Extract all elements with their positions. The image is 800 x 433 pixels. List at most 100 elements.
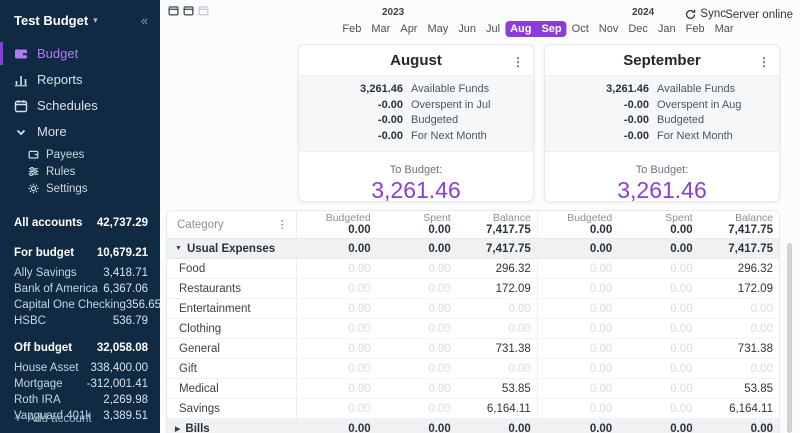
category-row[interactable]: Food 0.00 0.00 296.32 0.00 0.00 296.32 xyxy=(167,259,779,279)
balance-cell[interactable]: 0.00 xyxy=(508,322,531,335)
spent-cell[interactable]: 0.00 xyxy=(670,362,693,375)
budgeted-total[interactable]: 0.00 xyxy=(589,224,613,236)
month-option[interactable]: Mar xyxy=(714,23,734,35)
category-name[interactable]: General xyxy=(167,339,297,358)
collapse-group-icon[interactable]: ▼ xyxy=(175,245,182,252)
spent-cell[interactable]: 0.00 xyxy=(670,422,693,433)
month-option[interactable]: Oct xyxy=(571,23,589,35)
sidebar-item-schedules[interactable]: Schedules xyxy=(0,94,160,117)
month-option[interactable]: Jul xyxy=(486,23,501,35)
budgeted-cell[interactable]: 0.00 xyxy=(348,242,371,255)
account-row[interactable]: Roth IRA 2,269.98 xyxy=(14,394,148,406)
two-months-icon[interactable] xyxy=(183,5,194,16)
account-row[interactable]: House Asset 338,400.00 xyxy=(14,362,148,374)
category-row[interactable]: Clothing 0.00 0.00 0.00 0.00 0.00 0.00 xyxy=(167,319,779,339)
category-menu-icon[interactable]: ⋮ xyxy=(276,219,288,231)
balance-cell[interactable]: 0.00 xyxy=(750,302,773,315)
category-row[interactable]: Savings 0.00 0.00 6,164.11 0.00 0.00 6,1… xyxy=(167,399,779,419)
balance-cell[interactable]: 7,417.75 xyxy=(728,242,774,255)
category-group-row[interactable]: ▼ Usual Expenses 0.00 0.00 7,417.75 0.00 … xyxy=(167,239,779,259)
category-row[interactable]: Entertainment 0.00 0.00 0.00 0.00 0.00 0… xyxy=(167,299,779,319)
balance-cell[interactable]: 6,164.11 xyxy=(486,402,531,415)
account-row[interactable]: Capital One Checking 356.65 xyxy=(14,299,162,311)
to-budget-amount[interactable]: To Budget: 3,261.46 xyxy=(371,164,461,203)
for-budget-header[interactable]: For budget 10,679.21 xyxy=(14,247,148,259)
three-months-icon[interactable] xyxy=(198,5,209,16)
sidebar-item-rules[interactable]: Rules xyxy=(0,163,160,180)
category-name[interactable]: Restaurants xyxy=(167,279,297,298)
budgeted-cell[interactable]: 0.00 xyxy=(589,302,613,315)
budgeted-cell[interactable]: 0.00 xyxy=(589,322,613,335)
budget-file-name[interactable]: Test Budget xyxy=(14,13,89,28)
balance-total[interactable]: 7,417.75 xyxy=(728,224,774,236)
balance-cell[interactable]: 731.38 xyxy=(495,342,531,355)
vertical-scrollbar[interactable] xyxy=(787,243,792,433)
budgeted-cell[interactable]: 0.00 xyxy=(348,382,371,395)
balance-cell[interactable]: 0.00 xyxy=(750,422,774,433)
spent-cell[interactable]: 0.00 xyxy=(670,402,693,415)
account-row[interactable]: Mortgage -312,001.41 xyxy=(14,378,148,390)
spent-cell[interactable]: 0.00 xyxy=(670,342,693,355)
spent-cell[interactable]: 0.00 xyxy=(670,242,693,255)
category-group-row[interactable]: ▶ Bills 0.00 0.00 0.00 0.00 0.00 0.00 xyxy=(167,419,779,433)
budgeted-total[interactable]: 0.00 xyxy=(348,224,371,236)
balance-cell[interactable]: 296.32 xyxy=(495,262,531,275)
sidebar-item-more[interactable]: More xyxy=(0,120,160,143)
spent-cell[interactable]: 0.00 xyxy=(428,242,451,255)
budgeted-cell[interactable]: 0.00 xyxy=(589,242,613,255)
month-option[interactable]: Nov xyxy=(598,23,619,35)
all-accounts-row[interactable]: All accounts 42,737.29 xyxy=(14,217,148,229)
balance-cell[interactable]: 0.00 xyxy=(750,362,773,375)
sidebar-item-reports[interactable]: Reports xyxy=(0,68,160,91)
to-budget-amount[interactable]: To Budget: 3,261.46 xyxy=(617,164,707,203)
category-row[interactable]: General 0.00 0.00 731.38 0.00 0.00 731.3… xyxy=(167,339,779,359)
category-row[interactable]: Restaurants 0.00 0.00 172.09 0.00 0.00 1… xyxy=(167,279,779,299)
budgeted-cell[interactable]: 0.00 xyxy=(589,402,613,415)
category-name[interactable]: Medical xyxy=(167,379,297,398)
sync-button[interactable]: Sync xyxy=(685,8,726,20)
balance-total[interactable]: 7,417.75 xyxy=(486,224,531,236)
account-row[interactable]: Vanguard 401k 3,389.51 xyxy=(14,410,148,422)
balance-cell[interactable]: 296.32 xyxy=(737,262,773,275)
balance-cell[interactable]: 7,417.75 xyxy=(486,242,531,255)
account-row[interactable]: Ally Savings 3,418.71 xyxy=(14,267,148,279)
spent-cell[interactable]: 0.00 xyxy=(428,302,451,315)
budgeted-cell[interactable]: 0.00 xyxy=(348,422,371,433)
budgeted-cell[interactable]: 0.00 xyxy=(348,362,371,375)
month-option[interactable]: Jan xyxy=(657,23,676,35)
balance-cell[interactable]: 0.00 xyxy=(508,362,531,375)
spent-total[interactable]: 0.00 xyxy=(428,224,451,236)
month-option[interactable]: May xyxy=(427,23,449,35)
account-row[interactable]: HSBC 536.79 xyxy=(14,315,148,327)
spent-cell[interactable]: 0.00 xyxy=(670,282,693,295)
balance-cell[interactable]: 0.00 xyxy=(508,302,531,315)
spent-cell[interactable]: 0.00 xyxy=(428,382,451,395)
balance-cell[interactable]: 0.00 xyxy=(750,322,773,335)
account-row[interactable]: Bank of America 6,367.06 xyxy=(14,283,148,295)
month-option[interactable]: Apr xyxy=(400,23,418,35)
category-row[interactable]: Gift 0.00 0.00 0.00 0.00 0.00 0.00 xyxy=(167,359,779,379)
balance-cell[interactable]: 0.00 xyxy=(508,422,531,433)
add-account-button[interactable]: + Add account xyxy=(14,410,92,425)
balance-cell[interactable]: 6,164.11 xyxy=(729,402,773,415)
spent-cell[interactable]: 0.00 xyxy=(428,402,451,415)
balance-cell[interactable]: 172.09 xyxy=(737,282,773,295)
off-budget-header[interactable]: Off budget 32,058.08 xyxy=(14,342,148,354)
one-month-icon[interactable] xyxy=(168,5,179,16)
sidebar-item-settings[interactable]: Settings xyxy=(0,180,160,197)
category-name[interactable]: Entertainment xyxy=(167,299,297,318)
budgeted-cell[interactable]: 0.00 xyxy=(348,322,371,335)
sidebar-item-payees[interactable]: Payees xyxy=(0,146,160,163)
month-option-selected[interactable]: Aug xyxy=(510,23,532,35)
month-option[interactable]: Jun xyxy=(458,23,477,35)
month-option[interactable]: Feb xyxy=(685,23,705,35)
spent-total[interactable]: 0.00 xyxy=(670,224,693,236)
spent-cell[interactable]: 0.00 xyxy=(428,282,451,295)
spent-cell[interactable]: 0.00 xyxy=(670,262,693,275)
budgeted-cell[interactable]: 0.00 xyxy=(589,382,613,395)
spent-cell[interactable]: 0.00 xyxy=(428,262,451,275)
balance-cell[interactable]: 53.85 xyxy=(744,382,773,395)
month-option[interactable]: Mar xyxy=(371,23,391,35)
budgeted-cell[interactable]: 0.00 xyxy=(348,342,371,355)
month-menu-icon[interactable]: ⋮ xyxy=(758,55,770,69)
